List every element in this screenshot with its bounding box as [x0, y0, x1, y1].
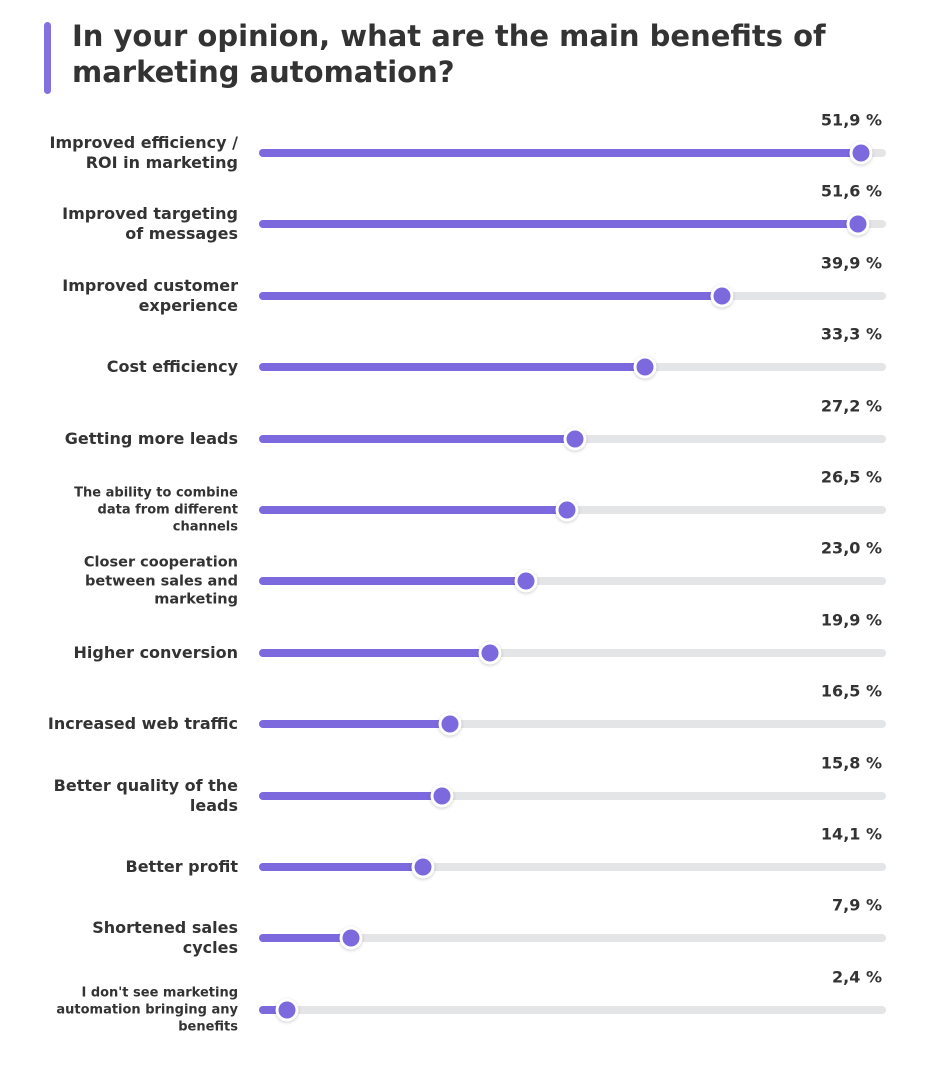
value-label: 27,2 %	[820, 396, 882, 416]
track	[259, 791, 886, 800]
value-label: 33,3 %	[820, 324, 882, 344]
knob	[339, 926, 363, 950]
value-label: 14,1 %	[820, 824, 882, 844]
bar	[259, 149, 862, 157]
knob	[514, 569, 538, 593]
knob	[633, 355, 657, 379]
category-label: Closer cooperation between sales and mar…	[83, 554, 238, 608]
category-label: Cost efficiency	[106, 357, 238, 377]
value-label: 16,5 %	[820, 681, 882, 701]
value-label: 51,9 %	[820, 110, 882, 130]
bar	[259, 648, 490, 657]
track	[259, 648, 886, 657]
title-accent	[44, 22, 51, 94]
category-label: Better profit	[125, 857, 239, 876]
track	[259, 1005, 886, 1014]
category-label: Getting more leads	[64, 428, 238, 448]
category-label: Higher conversion	[73, 642, 238, 662]
value-label: 7,9 %	[832, 895, 882, 915]
knob	[846, 212, 870, 236]
knob	[438, 712, 462, 736]
knob	[478, 641, 502, 665]
bar	[259, 863, 423, 871]
bar	[259, 291, 722, 300]
track	[259, 863, 886, 871]
value-label: 51,6 %	[820, 181, 882, 201]
category-label: Improved targeting of messages	[62, 204, 238, 244]
track	[259, 720, 886, 729]
category-label: The ability to combine data from differe…	[74, 485, 238, 535]
value-label: 26,5 %	[820, 467, 882, 487]
track	[259, 934, 886, 943]
knob	[555, 498, 578, 522]
track	[259, 577, 886, 586]
bar	[259, 363, 646, 372]
value-label: 23,0 %	[820, 538, 882, 558]
value-label: 39,9 %	[820, 253, 882, 273]
bar	[259, 220, 858, 229]
bar	[259, 506, 567, 514]
bar	[259, 1005, 287, 1014]
bar	[259, 577, 526, 586]
value-label: 15,8 %	[820, 753, 882, 773]
knob	[710, 284, 734, 308]
bar	[259, 434, 575, 443]
knob	[430, 784, 454, 808]
knob	[275, 998, 299, 1022]
value-label: 2,4 %	[832, 967, 882, 987]
category-label: Increased web traffic	[47, 714, 238, 734]
category-label: Improved efficiency / ROI in marketing	[49, 133, 239, 172]
category-label: Improved customer experience	[62, 275, 238, 315]
knob	[411, 855, 435, 879]
knob	[849, 141, 873, 165]
category-label: Shortened sales cycles	[92, 918, 238, 958]
chart-title: In your opinion, what are the main benef…	[72, 19, 826, 89]
category-label: Better quality of the leads	[53, 775, 238, 815]
bar	[259, 791, 443, 800]
value-label: 19,9 %	[820, 610, 882, 630]
bar	[259, 720, 451, 729]
bar	[259, 934, 351, 943]
knob	[563, 427, 587, 451]
category-label: I don't see marketing automation bringin…	[56, 985, 238, 1035]
